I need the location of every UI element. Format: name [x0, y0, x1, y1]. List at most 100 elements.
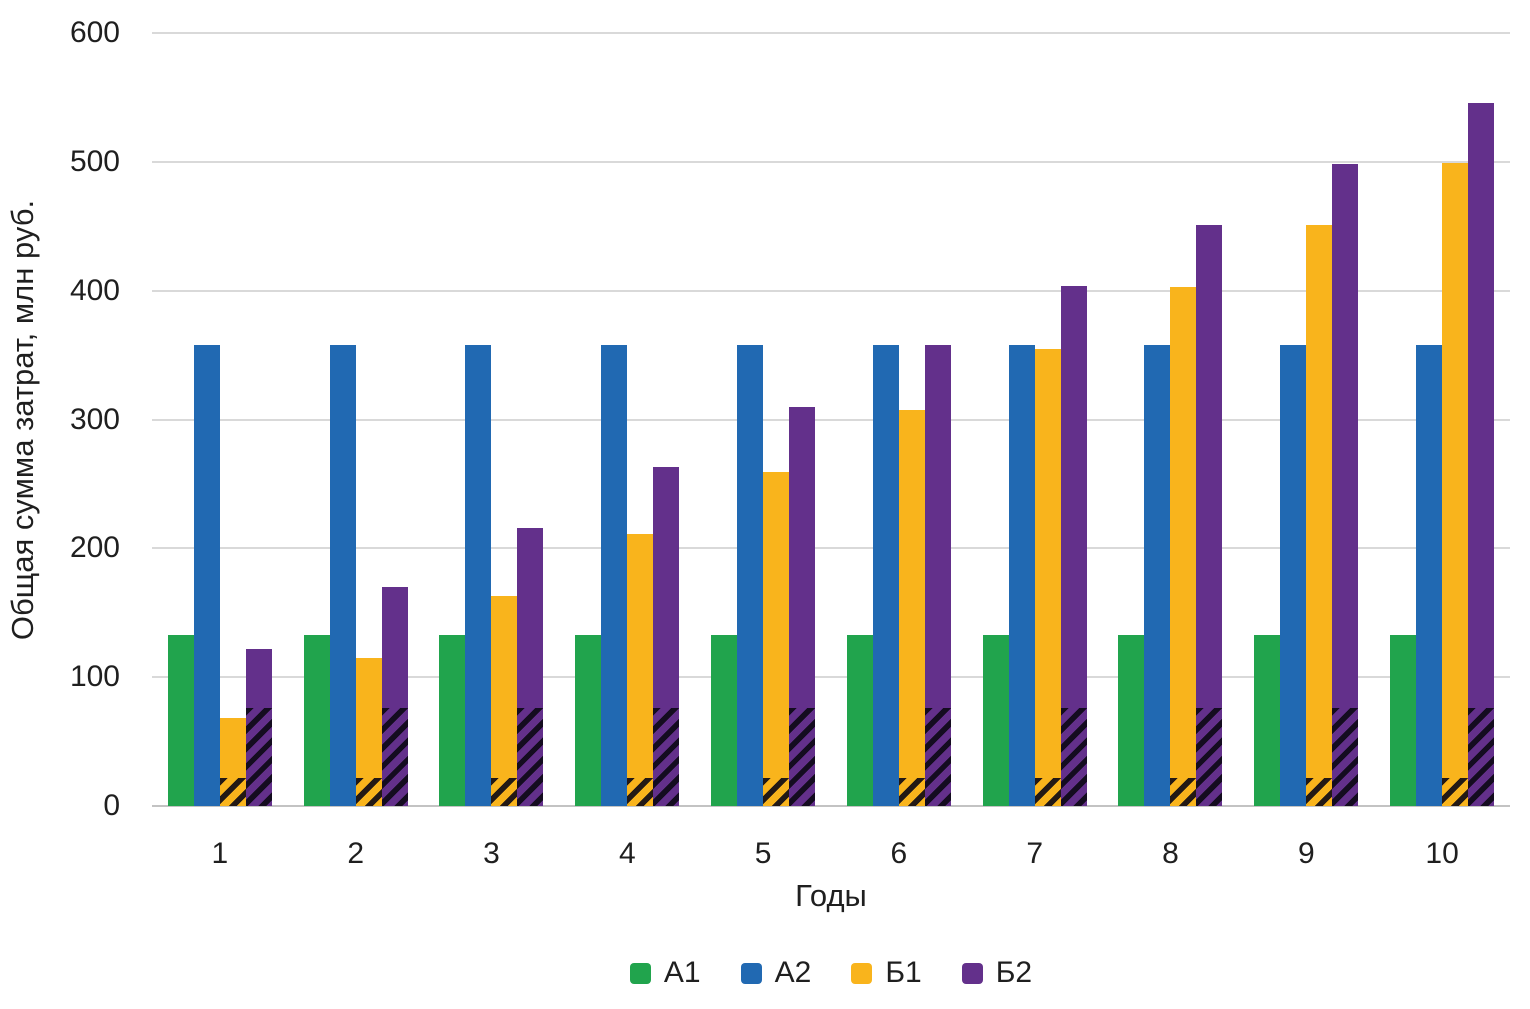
hatched-base-segment [1442, 777, 1469, 806]
gridline [152, 289, 1510, 292]
bar-Б1-year-10 [1442, 163, 1469, 806]
bar-Б2-year-2 [381, 586, 408, 806]
plot-area [152, 32, 1510, 807]
y-tick-label: 400 [69, 273, 120, 307]
year-group-3 [424, 33, 560, 806]
bar-Б1-year-5 [763, 472, 790, 806]
bar-Б2-year-3 [517, 527, 544, 806]
legend: А1 А2 Б1 Б2 [152, 956, 1510, 990]
legend-swatch-Б1 [851, 962, 873, 984]
bar-Б2-year-1 [245, 648, 272, 806]
legend-item-Б1: Б1 [851, 956, 922, 990]
bar-А2-year-4 [601, 344, 628, 806]
bar-А1-year-7 [982, 634, 1009, 806]
y-tick-label: 500 [69, 144, 120, 178]
bar-А2-year-8 [1144, 344, 1171, 806]
legend-label: А1 [663, 956, 701, 989]
x-axis-line [152, 805, 1510, 807]
hatched-base-segment [1034, 777, 1061, 806]
bar-Б2-year-7 [1060, 285, 1087, 806]
bar-Б1-year-8 [1170, 286, 1197, 806]
hatched-base-segment [789, 708, 816, 806]
legend-item-Б2: Б2 [961, 956, 1033, 990]
year-group-6 [831, 33, 967, 806]
x-tick-label: 7 [1026, 837, 1044, 870]
y-tick-label: 300 [69, 402, 120, 436]
bar-А2-year-5 [737, 344, 764, 806]
bar-А1-year-3 [439, 634, 466, 806]
hatched-base-segment [1196, 708, 1223, 806]
bar-А1-year-5 [711, 634, 738, 806]
x-tick-label: 8 [1162, 837, 1179, 870]
hatched-base-segment [1468, 708, 1495, 806]
hatched-base-segment [245, 708, 272, 806]
x-tick-label: 3 [483, 837, 500, 870]
bar-Б1-year-6 [898, 410, 925, 806]
hatched-base-segment [1332, 708, 1359, 806]
hatched-base-segment [898, 777, 925, 806]
bar-Б2-year-4 [653, 467, 680, 806]
bar-А1-year-1 [167, 634, 194, 806]
hatched-base-segment [653, 708, 680, 806]
bar-А1-year-9 [1254, 634, 1281, 806]
y-tick-label: 600 [69, 16, 120, 49]
gridline [152, 32, 1510, 34]
hatched-base-segment [517, 708, 544, 806]
bar-Б1-year-3 [491, 596, 518, 806]
bar-А1-year-6 [846, 634, 873, 806]
x-tick-label: 6 [890, 837, 908, 870]
bar-А1-year-2 [303, 634, 330, 806]
year-group-7 [967, 33, 1103, 806]
y-tick-label: 0 [103, 789, 120, 822]
x-tick-label: 4 [618, 837, 636, 870]
bar-А2-year-1 [193, 344, 220, 806]
y-tick-label: 200 [69, 531, 120, 565]
bar-Б1-year-7 [1034, 348, 1061, 806]
hatched-base-segment [219, 777, 246, 806]
bar-Б2-year-8 [1196, 224, 1223, 806]
bar-А1-year-8 [1118, 634, 1145, 806]
legend-swatch-Б2 [961, 962, 983, 984]
legend-label: А2 [774, 956, 812, 989]
gridline [152, 547, 1510, 550]
hatched-base-segment [491, 777, 518, 806]
bar-А1-year-4 [575, 634, 602, 806]
year-group-5 [695, 33, 831, 806]
bar-Б1-year-4 [627, 534, 654, 806]
year-group-9 [1238, 33, 1374, 806]
bar-Б1-year-1 [219, 718, 246, 806]
bar-Б1-year-2 [355, 657, 382, 806]
bar-А2-year-10 [1416, 344, 1443, 806]
year-group-4 [559, 33, 695, 806]
x-tick-label: 2 [347, 837, 365, 870]
legend-label: Б1 [885, 956, 922, 989]
legend-swatch-А2 [740, 962, 762, 984]
year-group-8 [1103, 33, 1239, 806]
bar-А2-year-2 [329, 344, 356, 806]
bar-Б2-year-10 [1468, 102, 1495, 806]
gridline [152, 418, 1510, 421]
hatched-base-segment [355, 777, 382, 806]
hatched-base-segment [381, 708, 408, 806]
x-tick-label: 5 [754, 837, 772, 870]
bar-А2-year-7 [1008, 344, 1035, 806]
hatched-base-segment [763, 777, 790, 806]
bar-А2-year-9 [1280, 344, 1307, 806]
bar-Б2-year-5 [789, 406, 816, 806]
y-tick-label: 100 [69, 660, 120, 694]
x-tick-label: 1 [211, 837, 229, 870]
hatched-base-segment [1060, 708, 1087, 806]
bar-А2-year-6 [872, 344, 899, 806]
gridline [152, 676, 1510, 679]
bar-Б2-year-6 [924, 344, 951, 806]
bar-Б2-year-9 [1332, 164, 1359, 806]
bar-А2-year-3 [465, 344, 492, 806]
x-axis-title: Годы [795, 878, 867, 913]
year-group-1 [152, 33, 288, 806]
legend-label: Б2 [995, 956, 1033, 989]
hatched-base-segment [924, 708, 951, 806]
bar-А1-year-10 [1390, 634, 1417, 806]
hatched-base-segment [627, 777, 654, 806]
